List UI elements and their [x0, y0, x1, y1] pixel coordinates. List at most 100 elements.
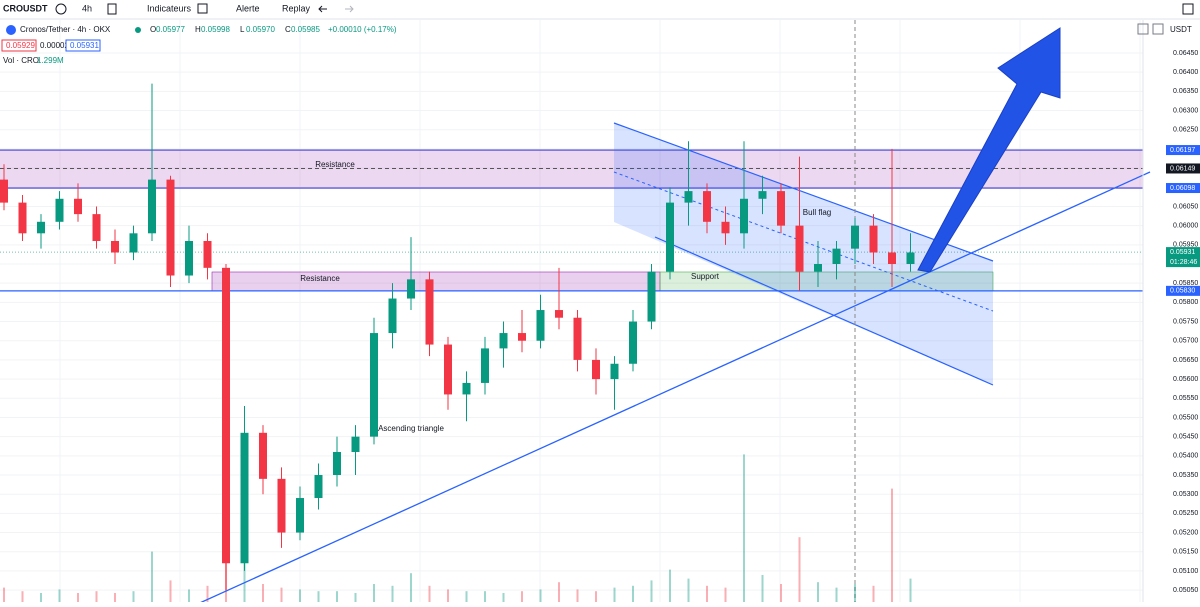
templates-button[interactable] [197, 3, 208, 14]
candle-body [647, 271, 656, 322]
price-label-box [1166, 145, 1200, 156]
ask-box[interactable] [65, 39, 101, 52]
interval[interactable]: 4h [82, 3, 92, 13]
volume-bar [687, 578, 690, 602]
fullscreen-button[interactable] [1182, 3, 1194, 15]
price-label-box [1166, 183, 1200, 194]
candle-body [536, 310, 545, 341]
candle-body [721, 221, 730, 234]
arrow [917, 27, 1061, 273]
candle-body [351, 436, 360, 452]
trend-line [189, 171, 1151, 607]
y-tick-label: 0.05550 [1173, 395, 1198, 402]
candle-body [0, 179, 8, 203]
candle-body [92, 214, 101, 241]
ohlc-value: 0.05977 [156, 25, 185, 34]
bid: 0.05929 [6, 41, 35, 50]
annotation: Bull flag [803, 208, 831, 217]
candle-body [462, 382, 471, 395]
countdown: 01:28:46 [1170, 259, 1197, 266]
candle-body [203, 240, 212, 268]
legend-title: Cronos/Tether · 4h · OKX [20, 25, 111, 34]
volume-value: 1.299M [37, 56, 64, 65]
y-tick-label: 0.05850 [1173, 280, 1198, 287]
volume-bar [835, 587, 838, 602]
volume-bar [539, 589, 542, 602]
candle-body [370, 333, 378, 437]
candle-body [499, 333, 508, 349]
toolbar: CROUSDT 4h Indicateurs Alerte Replay [0, 0, 1200, 20]
candle-body [481, 348, 489, 383]
candle-body [425, 279, 434, 345]
ohlc-key: O [150, 25, 156, 34]
currency[interactable]: USDT [1170, 25, 1192, 34]
candle-body [851, 225, 859, 249]
settings-button[interactable] [1152, 23, 1164, 35]
volume-bar [558, 582, 560, 602]
candle-body [111, 240, 119, 253]
volume-bar [706, 585, 708, 602]
resistance-zone [0, 150, 1143, 189]
volume-bar [798, 537, 801, 602]
scroll-button[interactable] [1137, 23, 1149, 35]
candle-body [758, 191, 767, 199]
channel-line [613, 122, 994, 262]
ohlc-key: L [240, 25, 245, 34]
candle-body [666, 202, 674, 272]
ohlc-value: 0.05998 [201, 25, 230, 34]
candle-body [148, 179, 156, 234]
compare-button[interactable] [55, 3, 67, 15]
channel-line [654, 236, 994, 386]
candle-body [18, 202, 27, 234]
y-tick-label: 0.06000 [1173, 222, 1198, 229]
y-tick-label: 0.06050 [1173, 203, 1198, 210]
y-tick-label: 0.05150 [1173, 549, 1198, 556]
spread: 0.00002 [40, 41, 69, 50]
replay-button[interactable]: Replay [282, 3, 311, 13]
volume-bar [909, 578, 912, 602]
volume-bar [650, 580, 653, 602]
price-label: 0.06197 [1170, 147, 1195, 154]
annotation: Support [691, 272, 720, 281]
undo-button[interactable] [318, 5, 327, 13]
candle-body [518, 333, 526, 341]
y-tick-label: 0.05650 [1173, 357, 1198, 364]
volume-bar [391, 585, 394, 602]
volume-bar [521, 591, 523, 602]
y-tick-label: 0.05800 [1173, 299, 1198, 306]
volume-bar [595, 591, 597, 602]
symbol[interactable]: CROUSDT [3, 3, 48, 13]
candle-body [259, 432, 267, 479]
bid-box[interactable] [1, 39, 37, 52]
candle-body [555, 310, 563, 318]
volume-bar [317, 591, 320, 602]
volume-bar [280, 587, 283, 602]
volume-bar [40, 593, 42, 602]
redo-button[interactable] [345, 5, 354, 13]
indicators-button[interactable]: Indicateurs [147, 3, 192, 13]
volume-bar [724, 587, 727, 602]
annotation: Resistance [315, 160, 355, 169]
y-tick-label: 0.05400 [1173, 453, 1198, 460]
alert-button[interactable]: Alerte [236, 3, 260, 13]
volume-bar [77, 593, 79, 602]
chart-type-button[interactable] [107, 3, 117, 15]
y-tick-label: 0.05050 [1173, 587, 1198, 594]
volume-bar [3, 587, 5, 602]
candle-body [888, 252, 896, 265]
y-tick-label: 0.05350 [1173, 472, 1198, 479]
volume-bar [410, 573, 412, 602]
volume-bar [613, 587, 616, 602]
candle-body [610, 363, 619, 380]
candle-body [777, 191, 785, 226]
ohlc-value: 0.05985 [291, 25, 320, 34]
candle-body [314, 475, 323, 499]
y-tick-label: 0.05300 [1173, 491, 1198, 498]
candle-body [222, 267, 230, 564]
ask: 0.05931 [70, 41, 99, 50]
ohlc-value: 0.05970 [246, 25, 275, 34]
y-tick-label: 0.05250 [1173, 510, 1198, 517]
volume-bar [354, 593, 357, 602]
